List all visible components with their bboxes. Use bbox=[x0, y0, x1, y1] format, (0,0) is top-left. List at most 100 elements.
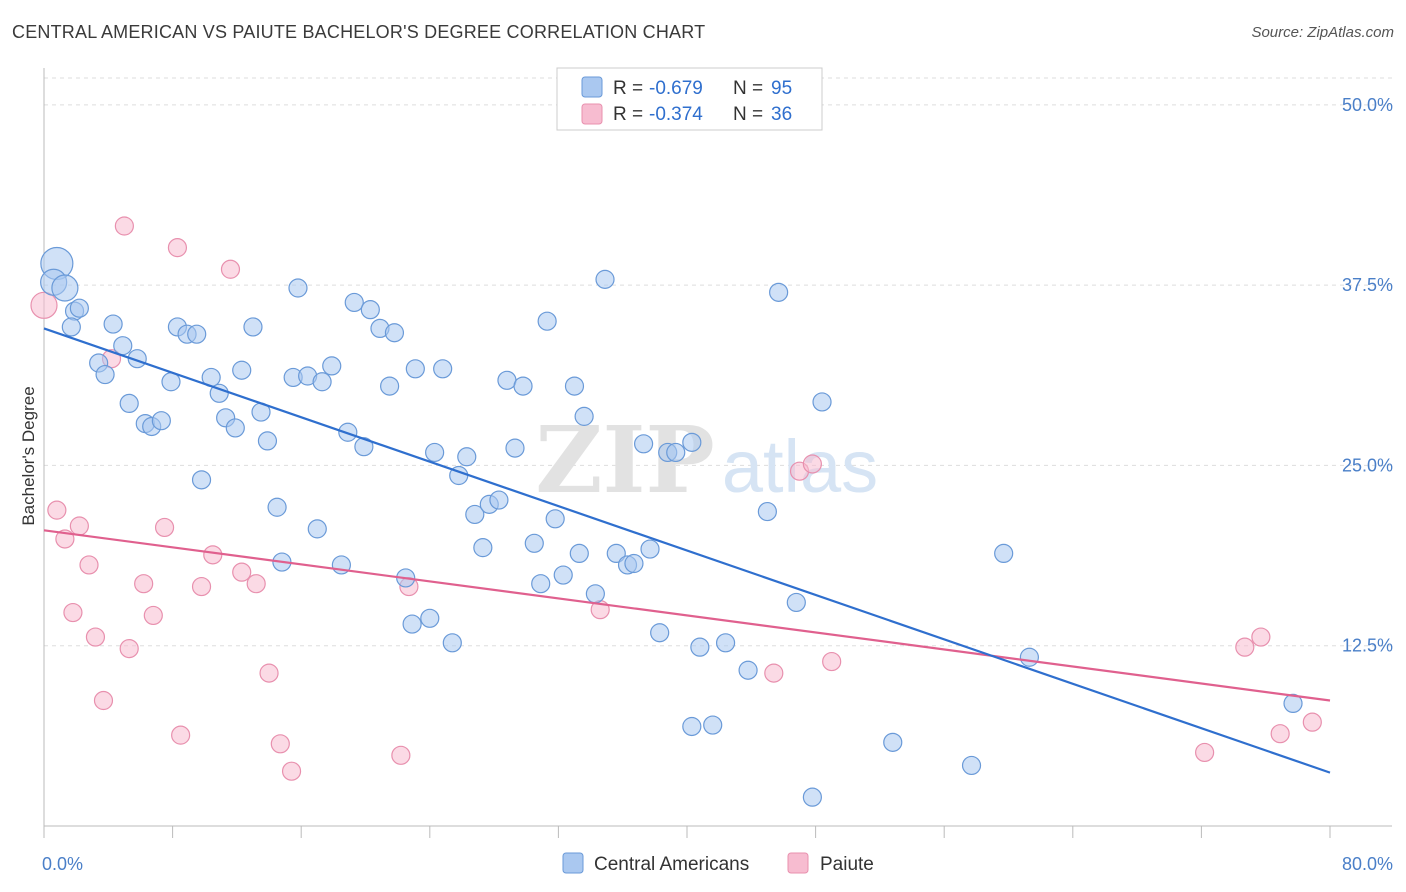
central-americans-point bbox=[703, 715, 723, 735]
central-americans-point bbox=[650, 623, 670, 643]
paiute-point bbox=[191, 576, 212, 597]
paiute-point bbox=[270, 734, 290, 754]
central-americans-point bbox=[786, 592, 806, 613]
central-americans-point bbox=[769, 282, 789, 302]
legend-n-label-1: N = bbox=[733, 78, 763, 99]
central-americans-point bbox=[595, 269, 615, 289]
paiute-point bbox=[119, 638, 139, 659]
paiute-point bbox=[1235, 637, 1255, 657]
legend-n-value-1: 95 bbox=[771, 78, 792, 99]
central-americans-point bbox=[113, 336, 133, 356]
central-americans-point bbox=[489, 490, 509, 510]
central-americans-point bbox=[243, 317, 263, 337]
paiute-point bbox=[203, 545, 223, 565]
paiute-point bbox=[232, 562, 252, 582]
legend-n-value-2: 36 bbox=[771, 104, 792, 125]
paiute-point bbox=[69, 516, 89, 536]
central-americans-point bbox=[812, 392, 832, 412]
paiute-point bbox=[1302, 712, 1322, 732]
central-americans-point bbox=[433, 359, 453, 379]
central-americans-point bbox=[802, 787, 822, 807]
central-americans-point bbox=[267, 497, 287, 517]
central-americans-point bbox=[624, 553, 644, 574]
central-americans-point bbox=[103, 314, 123, 334]
paiute-point bbox=[63, 602, 83, 623]
central-americans-point bbox=[682, 716, 702, 737]
legend-r-value-1: -0.679 bbox=[649, 78, 703, 99]
paiute-point bbox=[47, 500, 67, 520]
central-americans-point bbox=[531, 574, 551, 594]
central-americans-point bbox=[1019, 647, 1039, 667]
central-americans-point bbox=[961, 755, 982, 776]
legend-bottom-label-pink: Paiute bbox=[820, 854, 874, 875]
central-americans-point bbox=[225, 418, 245, 438]
x-tick-label-min: 0.0% bbox=[42, 854, 83, 874]
central-americans-point bbox=[473, 538, 493, 558]
paiute-point bbox=[764, 663, 784, 683]
paiute-point bbox=[259, 663, 279, 683]
paiute-point bbox=[802, 454, 822, 474]
central-americans-point bbox=[420, 608, 440, 628]
central-americans-point bbox=[666, 442, 686, 463]
y-tick-label: 37.5% bbox=[1342, 275, 1393, 295]
central-americans-trend-line bbox=[43, 327, 1331, 774]
paiute-point bbox=[79, 555, 99, 575]
central-americans-point bbox=[465, 504, 485, 525]
paiute-point bbox=[246, 574, 266, 594]
paiute-point bbox=[281, 761, 302, 781]
central-americans-point bbox=[354, 437, 374, 457]
central-americans-point bbox=[344, 292, 364, 313]
central-americans-point bbox=[883, 732, 903, 752]
central-americans-point bbox=[402, 614, 422, 634]
paiute-point bbox=[154, 517, 175, 538]
central-americans-point bbox=[457, 447, 477, 467]
chart-title: CENTRAL AMERICAN VS PAIUTE BACHELOR'S DE… bbox=[12, 22, 706, 42]
y-tick-label: 25.0% bbox=[1342, 455, 1393, 475]
paiute-point bbox=[391, 745, 411, 765]
central-americans-point bbox=[633, 434, 654, 454]
legend-swatch-pink bbox=[581, 103, 603, 125]
legend-bottom-swatch-pink bbox=[787, 852, 809, 874]
y-tick-label: 50.0% bbox=[1342, 95, 1393, 115]
paiute-point bbox=[134, 574, 154, 594]
central-americans-point bbox=[757, 501, 777, 522]
central-americans-point bbox=[95, 364, 115, 385]
central-americans-point bbox=[69, 298, 89, 318]
legend-r-label-1: R = bbox=[613, 78, 643, 99]
central-americans-point bbox=[322, 356, 342, 376]
central-americans-point bbox=[232, 360, 252, 380]
paiute-points bbox=[30, 216, 1322, 781]
central-americans-point bbox=[151, 411, 171, 431]
central-americans-point bbox=[606, 543, 626, 564]
central-americans-point bbox=[497, 370, 517, 390]
central-americans-point bbox=[191, 470, 212, 490]
central-americans-point bbox=[187, 324, 207, 344]
paiute-point bbox=[822, 651, 842, 672]
central-americans-point bbox=[682, 432, 702, 452]
legend-bottom-label-blue: Central Americans bbox=[594, 854, 749, 875]
x-tick-labels: 0.0% 80.0% bbox=[42, 854, 1393, 874]
y-tick-labels: 12.5% 25.0% 37.5% 50.0% bbox=[1342, 95, 1393, 656]
paiute-point bbox=[93, 690, 114, 711]
central-americans-point bbox=[715, 633, 736, 653]
central-americans-point bbox=[574, 406, 594, 426]
legend-bottom-swatch-blue bbox=[562, 852, 584, 874]
central-americans-point bbox=[384, 323, 405, 343]
central-americans-point bbox=[307, 519, 327, 539]
central-americans-point bbox=[425, 442, 445, 463]
central-americans-point bbox=[690, 637, 710, 657]
legend-swatch-blue bbox=[581, 76, 603, 98]
central-americans-point bbox=[1283, 693, 1303, 714]
central-americans-point bbox=[994, 543, 1014, 564]
central-americans-point bbox=[585, 584, 605, 604]
central-americans-point bbox=[51, 274, 79, 302]
central-americans-point bbox=[505, 438, 525, 458]
central-americans-point bbox=[360, 300, 380, 320]
legend-n-label-2: N = bbox=[733, 104, 763, 125]
central-americans-point bbox=[209, 383, 229, 403]
central-americans-point bbox=[545, 509, 565, 529]
central-americans-point bbox=[380, 376, 400, 396]
x-tick-label-max: 80.0% bbox=[1342, 854, 1393, 874]
central-americans-point bbox=[312, 372, 332, 392]
central-americans-points bbox=[40, 246, 1303, 807]
